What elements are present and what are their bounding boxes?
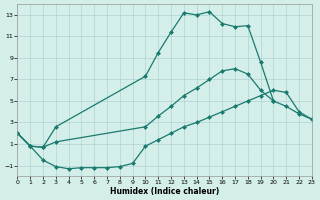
X-axis label: Humidex (Indice chaleur): Humidex (Indice chaleur) (110, 187, 219, 196)
